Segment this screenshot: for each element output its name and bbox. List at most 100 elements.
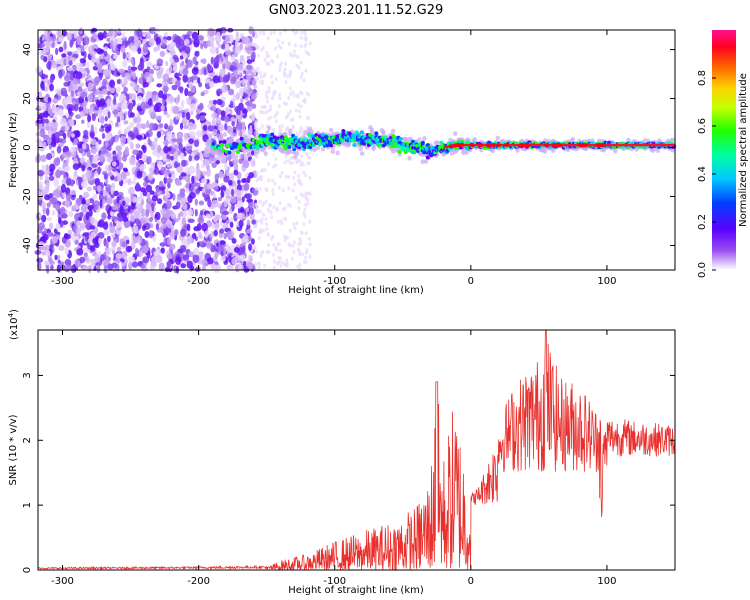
heatmap-noise-dot	[225, 219, 230, 224]
heatmap-noise-dot	[196, 50, 200, 57]
heatmap-noise-dot	[230, 195, 237, 204]
heatmap-noise-dot	[169, 231, 175, 240]
heatmap-noise-dot	[98, 139, 102, 145]
heatmap-noise-dot	[190, 103, 197, 111]
heatmap-noise-dot	[91, 155, 98, 164]
heatmap-noise-dot	[255, 249, 259, 254]
heatmap-noise-dot	[159, 50, 166, 58]
heatmap-signal-dot	[302, 130, 308, 135]
heatmap-signal-dot	[551, 148, 556, 154]
heatmap-noise-dot	[250, 72, 255, 78]
heatmap-noise-dot	[36, 257, 44, 263]
heatmap-noise-dot	[177, 94, 181, 103]
heatmap-noise-dot	[157, 115, 162, 121]
heatmap-noise-dot	[249, 201, 254, 208]
heatmap-noise-dot	[130, 45, 137, 52]
heatmap-noise-dot	[223, 175, 230, 183]
heatmap-noise-dot	[82, 265, 90, 271]
heatmap-noise-dot	[112, 161, 117, 167]
heatmap-noise-dot	[264, 217, 268, 222]
heatmap-noise-dot	[105, 241, 109, 248]
heatmap-noise-dot	[270, 58, 273, 63]
heatmap-noise-dot	[214, 222, 220, 229]
heatmap-noise-dot	[287, 96, 291, 101]
heatmap-noise-dot	[220, 43, 226, 50]
heatmap-noise-dot	[127, 131, 134, 138]
heatmap-noise-dot	[92, 252, 97, 257]
heatmap-noise-dot	[179, 211, 184, 217]
heatmap-noise-dot	[279, 264, 283, 268]
heatmap-noise-dot	[130, 203, 136, 210]
heatmap-noise-dot	[203, 67, 207, 76]
heatmap-noise-dot	[185, 174, 191, 183]
heatmap-noise-dot	[129, 142, 134, 150]
heatmap-noise-dot	[65, 125, 70, 131]
heatmap-noise-dot	[292, 175, 296, 180]
heatmap-noise-dot	[104, 247, 112, 256]
heatmap-noise-dot	[188, 165, 196, 175]
heatmap-noise-dot	[166, 99, 170, 104]
heatmap-noise-dot	[197, 35, 205, 41]
x-tick-label: 0	[468, 276, 474, 287]
heatmap-noise-dot	[303, 214, 307, 219]
heatmap-signal-dot	[544, 143, 549, 148]
heatmap-noise-dot	[269, 104, 272, 109]
heatmap-noise-dot	[46, 36, 54, 43]
heatmap-noise-dot	[130, 58, 134, 64]
heatmap-signal-dot	[374, 131, 379, 136]
heatmap-noise-dot	[110, 186, 114, 195]
heatmap-noise-dot	[112, 108, 118, 115]
heatmap-noise-dot	[272, 30, 276, 35]
heatmap-noise-dot	[36, 119, 44, 124]
heatmap-noise-dot	[101, 132, 106, 139]
heatmap-noise-dot	[121, 212, 127, 219]
heatmap-noise-dot	[258, 70, 262, 75]
heatmap-noise-dot	[50, 264, 54, 270]
heatmap-noise-dot	[206, 240, 211, 249]
heatmap-noise-dot	[176, 136, 183, 145]
heatmap-signal-dot	[613, 148, 618, 154]
heatmap-noise-dot	[97, 112, 103, 118]
heatmap-noise-dot	[166, 220, 173, 229]
spectrogram-dots	[34, 25, 677, 274]
heatmap-noise-dot	[205, 196, 211, 201]
heatmap-noise-dot	[281, 40, 285, 45]
heatmap-noise-dot	[228, 179, 233, 186]
heatmap-noise-dot	[260, 124, 264, 129]
heatmap-noise-dot	[157, 198, 163, 205]
heatmap-noise-dot	[74, 258, 81, 268]
heatmap-noise-dot	[286, 112, 290, 117]
heatmap-noise-dot	[117, 150, 123, 157]
figure-title: GN03.2023.201.11.52.G29	[269, 3, 444, 18]
heatmap-noise-dot	[304, 259, 308, 264]
heatmap-noise-dot	[134, 210, 141, 219]
heatmap-noise-dot	[128, 36, 135, 45]
heatmap-noise-dot	[221, 84, 228, 93]
heatmap-noise-dot	[203, 158, 210, 167]
heatmap-noise-dot	[238, 219, 244, 228]
heatmap-noise-dot	[83, 36, 90, 45]
heatmap-noise-dot	[236, 108, 241, 116]
heatmap-noise-dot	[160, 208, 167, 216]
heatmap-noise-dot	[263, 263, 267, 268]
heatmap-noise-dot	[128, 256, 135, 263]
heatmap-noise-dot	[142, 32, 147, 38]
heatmap-noise-dot	[207, 257, 214, 265]
heatmap-noise-dot	[166, 260, 172, 268]
heatmap-noise-dot	[93, 200, 100, 207]
heatmap-noise-dot	[270, 80, 274, 85]
heatmap-noise-dot	[166, 163, 172, 168]
heatmap-noise-dot	[233, 70, 238, 77]
heatmap-noise-dot	[38, 42, 43, 49]
heatmap-noise-dot	[197, 77, 201, 84]
heatmap-noise-dot	[165, 177, 173, 184]
heatmap-noise-dot	[111, 205, 118, 211]
heatmap-noise-dot	[66, 66, 73, 72]
heatmap-noise-dot	[154, 211, 161, 221]
heatmap-noise-dot	[200, 43, 204, 50]
heatmap-noise-dot	[136, 116, 141, 123]
heatmap-noise-dot	[78, 96, 85, 104]
heatmap-noise-dot	[60, 87, 67, 92]
heatmap-noise-dot	[224, 43, 230, 52]
heatmap-signal-dot	[213, 130, 218, 136]
